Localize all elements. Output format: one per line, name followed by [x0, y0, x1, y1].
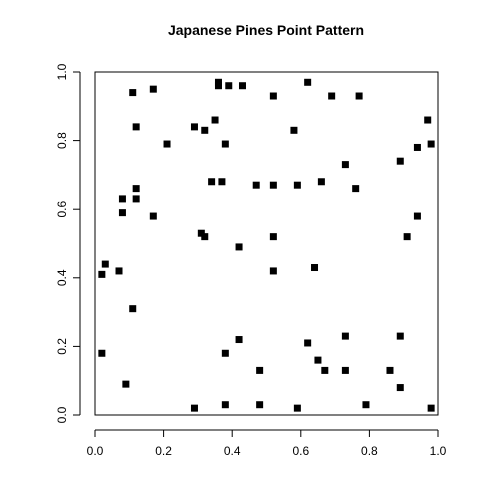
x-tick-label: 1.0: [430, 444, 447, 458]
data-point: [190, 123, 198, 131]
x-axis: 0.0 0.2 0.4 0.6 0.8 1.0: [87, 429, 447, 458]
data-point: [221, 140, 229, 148]
data-point: [218, 178, 226, 186]
x-tick-label: 0.8: [361, 444, 378, 458]
data-point: [101, 260, 109, 268]
y-tick-label: 1.0: [55, 63, 69, 80]
y-tick-label: 0.8: [55, 132, 69, 149]
x-tick-label: 0.6: [292, 444, 309, 458]
data-point: [221, 401, 229, 409]
data-point: [413, 143, 421, 151]
data-point: [403, 233, 411, 241]
data-point: [122, 380, 130, 388]
data-point: [149, 85, 157, 93]
data-point: [201, 233, 209, 241]
data-point: [98, 349, 106, 357]
data-point: [256, 401, 264, 409]
y-tick-label: 0.4: [55, 269, 69, 286]
y-tick-label: 0.0: [55, 406, 69, 423]
data-point: [424, 116, 432, 124]
data-point: [98, 270, 106, 278]
data-point: [132, 123, 140, 131]
data-point: [311, 264, 319, 272]
data-point: [269, 267, 277, 275]
data-point: [290, 126, 298, 134]
data-point: [129, 305, 137, 313]
data-point: [211, 116, 219, 124]
data-point: [304, 78, 312, 86]
data-point: [328, 92, 336, 100]
data-point: [413, 212, 421, 220]
data-point: [341, 366, 349, 374]
data-point: [235, 336, 243, 344]
data-point: [427, 404, 435, 412]
data-point: [201, 126, 209, 134]
data-point: [304, 339, 312, 347]
data-point: [293, 404, 301, 412]
data-point: [118, 209, 126, 217]
data-point: [269, 92, 277, 100]
data-point: [269, 181, 277, 189]
chart-title: Japanese Pines Point Pattern: [168, 22, 364, 38]
data-point: [225, 82, 233, 90]
data-point: [118, 195, 126, 203]
data-point: [427, 140, 435, 148]
y-tick-label: 0.2: [55, 338, 69, 355]
y-tick-label: 0.6: [55, 201, 69, 218]
data-point: [252, 181, 260, 189]
data-point: [396, 332, 404, 340]
data-point: [190, 404, 198, 412]
data-point: [314, 356, 322, 364]
data-point: [396, 384, 404, 392]
y-axis: 0.0 0.2 0.4 0.6 0.8 1.0: [55, 63, 81, 423]
data-point: [214, 82, 222, 90]
x-tick-label: 0.0: [87, 444, 104, 458]
data-point: [235, 243, 243, 251]
data-point: [163, 140, 171, 148]
data-point: [132, 185, 140, 193]
data-point: [355, 92, 363, 100]
data-point: [341, 161, 349, 169]
data-point: [317, 178, 325, 186]
data-point: [293, 181, 301, 189]
data-point: [256, 366, 264, 374]
data-point: [238, 82, 246, 90]
x-tick-label: 0.2: [155, 444, 172, 458]
data-point: [208, 178, 216, 186]
x-tick-label: 0.4: [224, 444, 241, 458]
points-layer: [98, 78, 435, 412]
data-point: [115, 267, 123, 275]
data-point: [362, 401, 370, 409]
data-point: [132, 195, 140, 203]
data-point: [149, 212, 157, 220]
data-point: [352, 185, 360, 193]
data-point: [321, 366, 329, 374]
data-point: [269, 233, 277, 241]
plot-frame: [94, 71, 439, 416]
data-point: [396, 157, 404, 165]
data-point: [341, 332, 349, 340]
data-point: [386, 366, 394, 374]
data-point: [129, 89, 137, 97]
data-point: [221, 349, 229, 357]
